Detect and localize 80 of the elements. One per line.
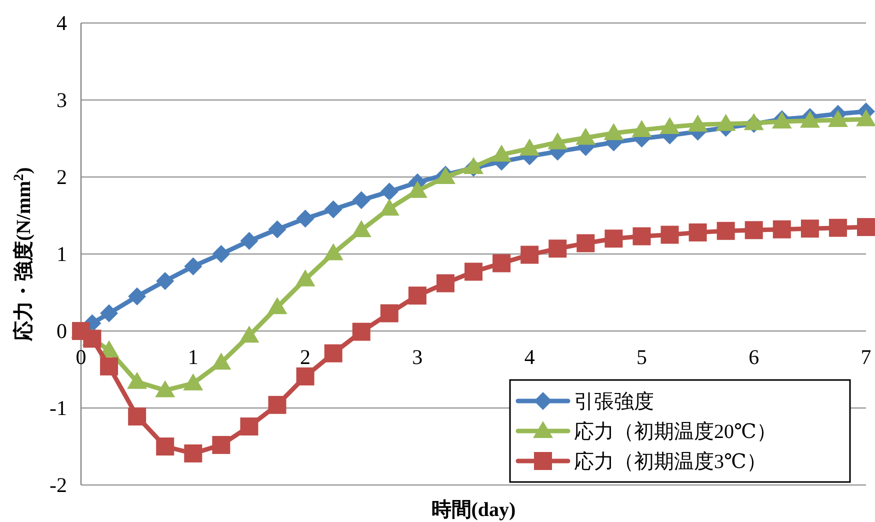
x-tick-label: 7 <box>860 345 872 369</box>
point <box>464 262 482 281</box>
point <box>800 220 819 238</box>
point <box>183 373 204 390</box>
point <box>548 240 567 258</box>
legend-label: 応力（初期温度3℃） <box>574 450 766 473</box>
point <box>632 227 651 246</box>
x-tick-label: 1 <box>188 345 198 369</box>
point <box>632 120 652 138</box>
x-tick-label: 5 <box>636 345 647 369</box>
point <box>548 132 568 150</box>
point <box>212 245 230 263</box>
x-tick-label: 4 <box>524 345 536 369</box>
point <box>828 218 847 237</box>
point <box>324 200 342 218</box>
point <box>380 182 398 201</box>
point <box>184 257 202 276</box>
point <box>324 344 342 362</box>
point <box>772 220 791 238</box>
point <box>239 326 260 343</box>
x-tick-label: 2 <box>300 345 311 369</box>
point <box>155 380 176 398</box>
point <box>408 286 426 305</box>
y-tick-label: -2 <box>50 473 67 497</box>
point <box>296 367 314 386</box>
point <box>156 272 174 290</box>
point <box>351 220 372 238</box>
point <box>240 232 258 250</box>
legend-label: 引張強度 <box>574 391 654 413</box>
point <box>576 234 595 252</box>
y-tick-label: 4 <box>56 11 68 35</box>
x-tick-label: 6 <box>748 345 760 369</box>
point <box>688 114 708 132</box>
legend-label: 応力（初期温度20℃） <box>574 420 776 443</box>
point <box>492 144 512 162</box>
point <box>464 156 484 174</box>
point <box>716 222 735 240</box>
point <box>267 297 288 314</box>
point <box>212 436 230 454</box>
point <box>352 322 370 341</box>
y-tick-label: 2 <box>56 165 67 189</box>
point <box>184 444 202 462</box>
point <box>576 128 596 145</box>
point <box>856 109 875 126</box>
point <box>156 438 174 456</box>
point <box>800 110 820 128</box>
point <box>604 230 623 248</box>
point <box>100 357 118 376</box>
point <box>857 218 875 236</box>
point <box>128 407 146 426</box>
point <box>128 287 146 306</box>
point <box>268 396 286 414</box>
y-tick-label: 1 <box>56 242 67 266</box>
point <box>240 417 258 436</box>
point <box>744 221 763 240</box>
y-tick-label: -1 <box>50 396 67 420</box>
point <box>492 254 511 272</box>
y-tick-label: 3 <box>56 88 67 112</box>
x-axis-title: 時間(day) <box>431 499 516 521</box>
x-tick-label: 3 <box>412 345 423 369</box>
point <box>688 223 707 242</box>
point <box>127 372 148 389</box>
point <box>352 191 370 210</box>
point <box>716 114 736 131</box>
point <box>660 116 680 134</box>
point <box>744 113 764 130</box>
point <box>100 304 118 322</box>
point <box>660 226 679 244</box>
point <box>323 243 344 260</box>
point <box>436 274 454 292</box>
y-tick-label: 0 <box>56 319 67 343</box>
point <box>295 269 316 286</box>
point <box>520 246 539 264</box>
point <box>296 210 314 228</box>
point <box>380 304 398 322</box>
point <box>520 138 540 156</box>
point <box>828 110 848 128</box>
point <box>268 220 286 238</box>
x-tick-label: 0 <box>76 345 86 369</box>
point <box>604 123 624 140</box>
